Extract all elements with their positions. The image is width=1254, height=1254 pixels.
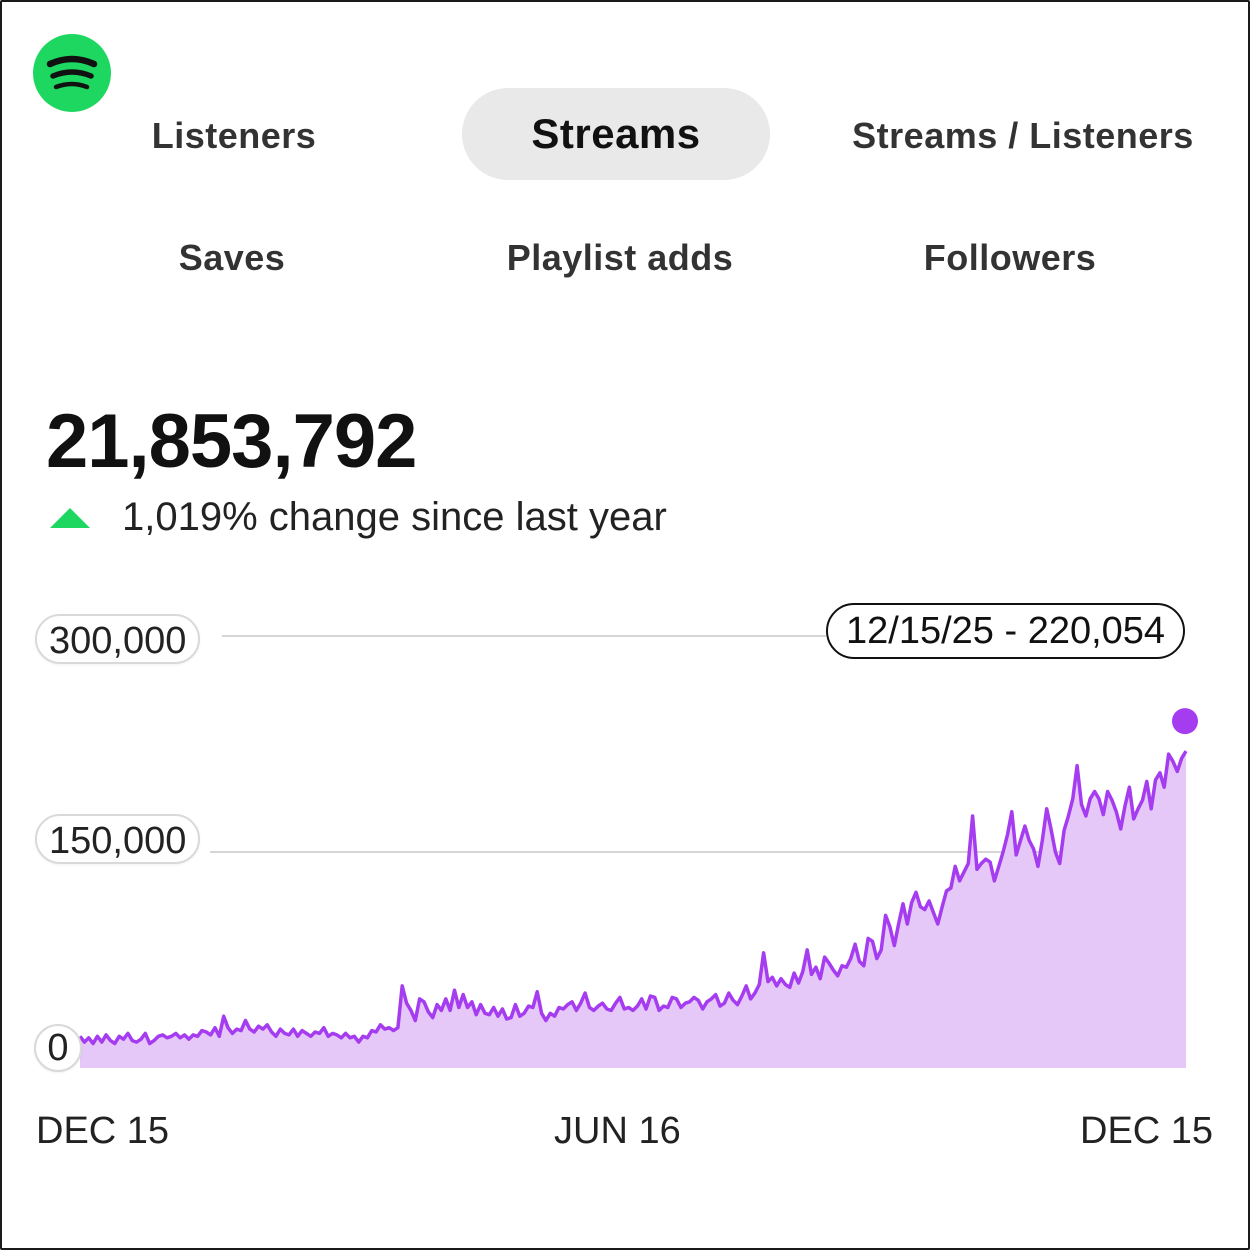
spotify-logo-icon [33, 34, 111, 112]
change-text: 1,019% change since last year [122, 494, 667, 539]
chart-tooltip: 12/15/25 - 220,054 [826, 603, 1186, 659]
triangle-up-icon [50, 508, 90, 528]
tab-listeners[interactable]: Listeners [151, 115, 317, 156]
streams-area-fill [80, 751, 1186, 1068]
y-tick-label-300000: 300,000 [35, 614, 201, 664]
tab-saves[interactable]: Saves [178, 237, 286, 278]
tab-streams-per-listener[interactable]: Streams / Listeners [852, 115, 1194, 156]
change-indicator: 1,019% change since last year [50, 494, 667, 540]
tab-followers[interactable]: Followers [923, 237, 1097, 278]
tab-streams[interactable]: Streams [462, 88, 770, 180]
streams-line [78, 750, 1188, 1046]
y-tick-label-0: 0 [34, 1024, 82, 1072]
x-tick-label-mid: JUN 16 [554, 1110, 681, 1152]
highlight-point[interactable] [1172, 708, 1198, 735]
y-tick-label-150000: 150,000 [35, 814, 201, 864]
x-tick-label-end: DEC 15 [1080, 1110, 1214, 1152]
x-tick-label-start: DEC 15 [36, 1110, 170, 1152]
total-streams-value: 21,853,792 [46, 399, 417, 484]
tab-playlist-adds[interactable]: Playlist adds [506, 237, 734, 278]
